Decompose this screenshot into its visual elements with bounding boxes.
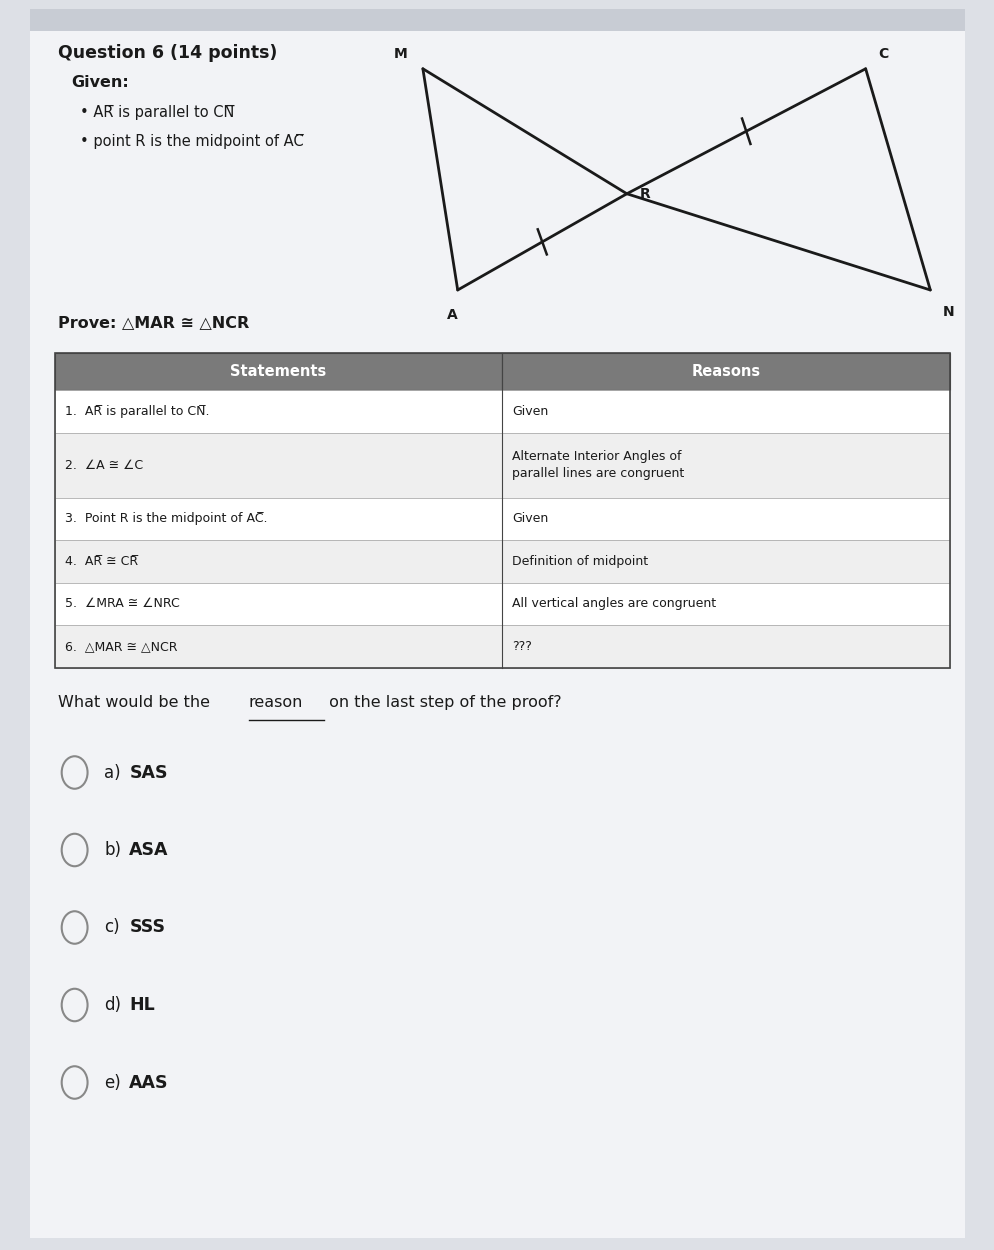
FancyBboxPatch shape [30, 19, 964, 1238]
Text: ASA: ASA [129, 841, 169, 859]
Text: d): d) [104, 996, 121, 1014]
Text: M: M [394, 46, 408, 61]
Text: C: C [878, 46, 888, 61]
Text: b): b) [104, 841, 121, 859]
Text: Alternate Interior Angles of
parallel lines are congruent: Alternate Interior Angles of parallel li… [512, 450, 684, 480]
Text: Reasons: Reasons [691, 364, 760, 379]
Text: 1.  AR̅ is parallel to CN̅.: 1. AR̅ is parallel to CN̅. [65, 405, 209, 418]
Text: 5.  ∠MRA ≅ ∠NRC: 5. ∠MRA ≅ ∠NRC [65, 598, 179, 610]
Text: on the last step of the proof?: on the last step of the proof? [324, 695, 562, 710]
FancyBboxPatch shape [55, 352, 502, 390]
Text: A: A [447, 308, 457, 322]
FancyBboxPatch shape [30, 9, 964, 31]
Text: Question 6 (14 points): Question 6 (14 points) [58, 44, 276, 61]
Text: • point R is the midpoint of AC̅: • point R is the midpoint of AC̅ [80, 134, 303, 149]
FancyBboxPatch shape [55, 390, 502, 432]
FancyBboxPatch shape [502, 582, 949, 625]
Text: All vertical angles are congruent: All vertical angles are congruent [512, 598, 716, 610]
Text: What would be the: What would be the [58, 695, 215, 710]
FancyBboxPatch shape [502, 390, 949, 432]
FancyBboxPatch shape [55, 625, 502, 668]
Text: 3.  Point R is the midpoint of AC̅.: 3. Point R is the midpoint of AC̅. [65, 512, 267, 525]
Text: N: N [941, 305, 953, 320]
FancyBboxPatch shape [502, 625, 949, 668]
FancyBboxPatch shape [55, 582, 502, 625]
FancyBboxPatch shape [502, 352, 949, 390]
Text: 2.  ∠A ≅ ∠C: 2. ∠A ≅ ∠C [65, 459, 143, 471]
FancyBboxPatch shape [502, 540, 949, 582]
FancyBboxPatch shape [502, 498, 949, 540]
FancyBboxPatch shape [55, 540, 502, 582]
Text: Definition of midpoint: Definition of midpoint [512, 555, 648, 568]
Text: HL: HL [129, 996, 155, 1014]
Text: Prove: △MAR ≅ △NCR: Prove: △MAR ≅ △NCR [58, 315, 248, 330]
Text: SSS: SSS [129, 919, 165, 936]
Text: Given: Given [512, 512, 548, 525]
Text: 6.  △MAR ≅ △NCR: 6. △MAR ≅ △NCR [65, 640, 177, 652]
Text: Statements: Statements [231, 364, 326, 379]
Text: • AR̅ is parallel to CN̅: • AR̅ is parallel to CN̅ [80, 105, 234, 120]
Text: Given:: Given: [72, 75, 129, 90]
FancyBboxPatch shape [55, 432, 502, 498]
Text: 4.  AR̅ ≅ CR̅: 4. AR̅ ≅ CR̅ [65, 555, 137, 568]
Text: AAS: AAS [129, 1074, 169, 1091]
Text: R: R [639, 186, 649, 201]
Text: SAS: SAS [129, 764, 168, 781]
FancyBboxPatch shape [502, 432, 949, 498]
FancyBboxPatch shape [55, 498, 502, 540]
Text: Given: Given [512, 405, 548, 418]
Text: c): c) [104, 919, 120, 936]
Text: ???: ??? [512, 640, 532, 652]
Text: reason: reason [248, 695, 303, 710]
Text: a): a) [104, 764, 121, 781]
Text: e): e) [104, 1074, 121, 1091]
